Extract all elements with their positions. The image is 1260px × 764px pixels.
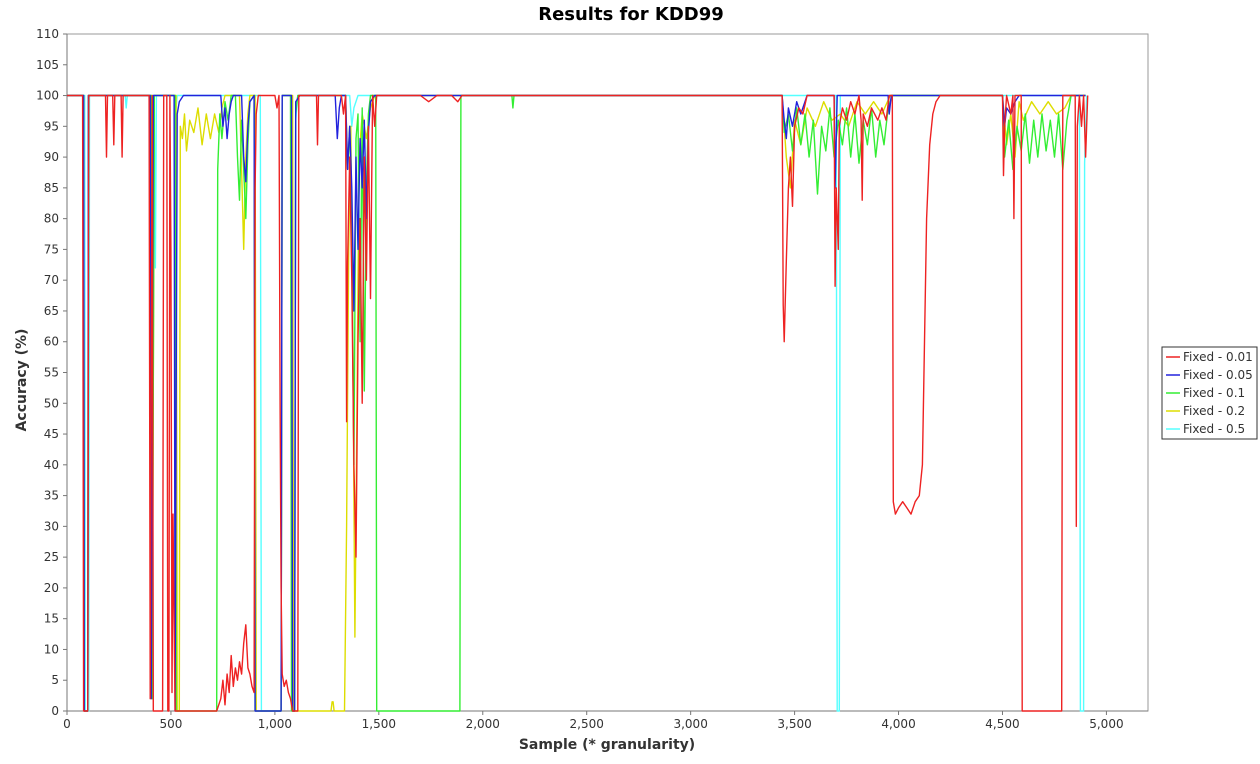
x-tick-label: 3,000 xyxy=(673,717,707,731)
y-tick-label: 5 xyxy=(51,673,59,687)
x-tick-label: 3,500 xyxy=(777,717,811,731)
y-tick-label: 55 xyxy=(44,366,59,380)
legend-label: Fixed - 0.2 xyxy=(1183,404,1245,418)
legend-label: Fixed - 0.01 xyxy=(1183,350,1253,364)
y-axis-title: Accuracy (%) xyxy=(14,329,30,432)
series-layer xyxy=(67,94,1089,712)
y-tick-label: 35 xyxy=(44,489,59,503)
x-tick-label: 4,500 xyxy=(985,717,1019,731)
y-tick-label: 65 xyxy=(44,304,59,318)
x-tick-label: 5,000 xyxy=(1089,717,1123,731)
x-tick-label: 0 xyxy=(63,717,71,731)
y-tick-label: 0 xyxy=(51,704,59,718)
x-tick-label: 500 xyxy=(159,717,182,731)
legend-box xyxy=(1161,346,1258,440)
y-tick-label: 60 xyxy=(44,335,59,349)
series-line-fixed-0-01 xyxy=(67,94,1089,712)
y-tick-label: 105 xyxy=(36,58,59,72)
y-tick-label: 45 xyxy=(44,427,59,441)
y-tick-label: 110 xyxy=(36,27,59,41)
y-tick-label: 30 xyxy=(44,519,59,533)
y-tick-label: 100 xyxy=(36,89,59,103)
plot-area xyxy=(66,33,1149,712)
legend-label: Fixed - 0.05 xyxy=(1183,368,1253,382)
x-axis: 0 500 1,000 1,500 2,000 2,500 3,000 3,500 4,000 4… xyxy=(63,710,1148,731)
y-tick-label: 85 xyxy=(44,181,59,195)
y-tick-label: 25 xyxy=(44,550,59,564)
y-tick-label: 70 xyxy=(44,273,59,287)
y-tick-label: 10 xyxy=(44,642,59,656)
x-tick-label: 1,000 xyxy=(258,717,292,731)
x-tick-label: 2,500 xyxy=(570,717,604,731)
x-tick-label: 2,000 xyxy=(466,717,500,731)
legend: Fixed - 0.01 Fixed - 0.05 Fixed - 0.1 Fixed… xyxy=(1161,346,1258,440)
y-tick-label: 75 xyxy=(44,242,59,256)
chart-title: Results for KDD99 xyxy=(538,4,724,25)
series-line-fixed-0-2 xyxy=(67,94,1086,712)
y-tick-label: 95 xyxy=(44,119,59,133)
legend-label: Fixed - 0.1 xyxy=(1183,386,1245,400)
y-tick-label: 15 xyxy=(44,612,59,626)
x-axis-title: Sample (* granularity) xyxy=(519,737,695,753)
y-tick-label: 40 xyxy=(44,458,59,472)
y-tick-label: 90 xyxy=(44,150,59,164)
legend-label: Fixed - 0.5 xyxy=(1183,422,1245,436)
y-tick-label: 80 xyxy=(44,212,59,226)
y-axis: 0 5 10 15 20 25 30 35 40 45 50 55 60 65 70 75 80 85 90 95 10… xyxy=(36,27,68,718)
y-tick-label: 50 xyxy=(44,396,59,410)
y-tick-label: 20 xyxy=(44,581,59,595)
x-tick-label: 1,500 xyxy=(362,717,396,731)
x-tick-label: 4,000 xyxy=(881,717,915,731)
